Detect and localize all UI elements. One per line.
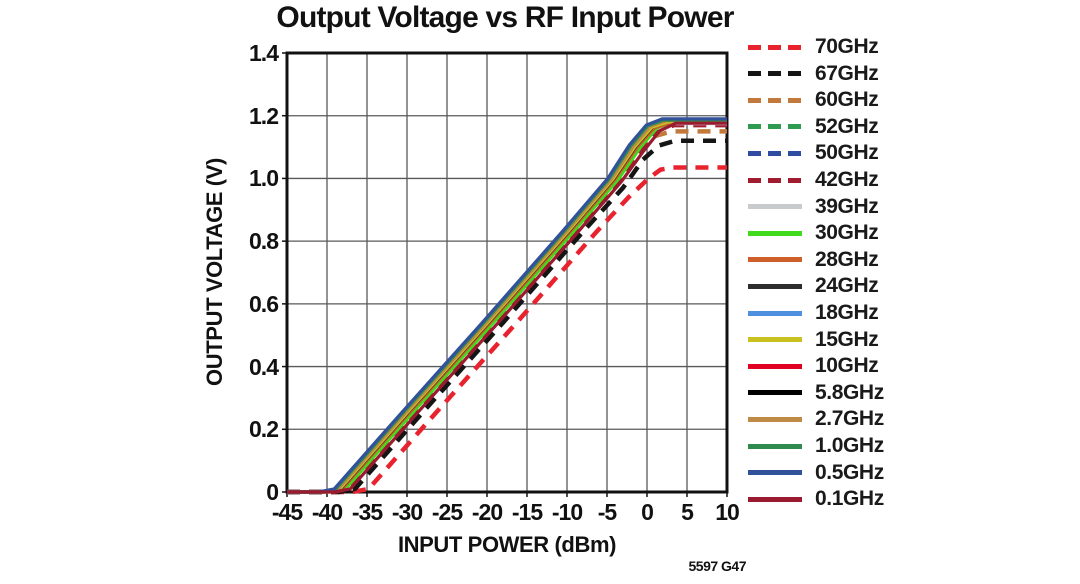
- legend-label: 67GHz: [815, 61, 879, 85]
- plot-frame: [285, 51, 729, 494]
- legend-line-sample: [748, 71, 802, 77]
- y-tick-label: 0.6: [249, 290, 279, 317]
- series-line-30GHz: [287, 120, 727, 494]
- y-tick-label: 1.2: [249, 102, 279, 129]
- x-axis-title: INPUT POWER (dBm): [397, 532, 617, 557]
- series-line-0.5GHz: [287, 117, 727, 494]
- legend-item-42GHz: 42GHz: [748, 167, 879, 193]
- x-tick-label: -10: [551, 499, 583, 525]
- legend-item-2.7GHz: 2.7GHz: [748, 406, 884, 432]
- y-tick-label: 1.4: [249, 40, 279, 66]
- legend-item-30GHz: 30GHz: [748, 220, 879, 246]
- legend-line-sample: [748, 257, 802, 263]
- legend-line-sample: [748, 337, 802, 343]
- legend-label: 60GHz: [815, 88, 879, 112]
- legend-line-sample: [748, 363, 802, 369]
- legend-line-sample: [748, 124, 802, 130]
- x-tick-label: -40: [311, 499, 343, 525]
- legend-item-24GHz: 24GHz: [748, 273, 879, 299]
- x-tick-label: -5: [597, 499, 617, 525]
- x-tick-label: 5: [681, 499, 694, 525]
- legend-line-sample: [748, 150, 802, 156]
- legend-line-sample: [748, 230, 802, 236]
- series-line-70GHz: [287, 165, 727, 495]
- legend-item-60GHz: 60GHz: [748, 87, 879, 113]
- x-tick-label: -25: [431, 499, 463, 525]
- legend-label: 28GHz: [815, 247, 879, 271]
- legend-item-52GHz: 52GHz: [748, 114, 879, 140]
- x-tick-label: 0: [641, 499, 654, 525]
- chart-legend: 70GHz 67GHz 60GHz 52GHz 50GHz 42GHz 39GHz 30GHz…: [748, 0, 1078, 584]
- legend-label: 18GHz: [815, 301, 879, 324]
- legend-item-67GHz: 67GHz: [748, 61, 879, 87]
- x-tick-label: -45: [271, 499, 303, 525]
- legend-label: 24GHz: [815, 274, 879, 298]
- legend-item-39GHz: 39GHz: [748, 194, 879, 220]
- legend-item-70GHz: 70GHz: [748, 34, 879, 60]
- y-tick-label: 0.8: [249, 228, 279, 255]
- legend-line-sample: [748, 204, 802, 210]
- legend-line-sample: [748, 97, 802, 103]
- legend-item-5.8GHz: 5.8GHz: [748, 380, 884, 406]
- legend-label: 5.8GHz: [815, 380, 884, 404]
- x-tick-label: -30: [391, 499, 423, 525]
- legend-label: 30GHz: [815, 221, 879, 245]
- y-tick-label: 0.2: [249, 416, 279, 443]
- legend-item-28GHz: 28GHz: [748, 247, 879, 273]
- x-tick-label: -20: [471, 499, 503, 525]
- series-line-67GHz: [287, 138, 727, 495]
- x-tick-label: -35: [351, 499, 383, 525]
- legend-label: 39GHz: [815, 194, 879, 218]
- series-line-0.1GHz: [287, 121, 727, 494]
- x-tick-label: -15: [511, 499, 543, 525]
- legend-label: 0.1GHz: [815, 487, 884, 511]
- y-tick-label: 0.4: [249, 353, 279, 380]
- legend-item-1.0GHz: 1.0GHz: [748, 433, 884, 459]
- legend-label: 10GHz: [815, 354, 879, 378]
- legend-item-10GHz: 10GHz: [748, 353, 879, 379]
- legend-label: 42GHz: [815, 168, 879, 191]
- legend-item-15GHz: 15GHz: [748, 327, 879, 353]
- legend-label: 50GHz: [815, 141, 879, 165]
- legend-item-0.5GHz: 0.5GHz: [748, 460, 884, 486]
- y-tick-label: 0: [266, 479, 279, 505]
- y-tick-label: 1.0: [249, 165, 279, 192]
- legend-line-sample: [748, 416, 802, 422]
- legend-label: 2.7GHz: [815, 407, 884, 431]
- legend-label: 70GHz: [815, 35, 879, 58]
- legend-label: 1.0GHz: [815, 434, 884, 457]
- legend-label: 15GHz: [815, 327, 879, 351]
- legend-line-sample: [748, 443, 802, 449]
- legend-item-50GHz: 50GHz: [748, 140, 879, 166]
- legend-line-sample: [748, 496, 802, 502]
- legend-line-sample: [748, 44, 802, 50]
- x-tick-label: 10: [715, 499, 740, 525]
- legend-item-18GHz: 18GHz: [748, 300, 879, 326]
- legend-line-sample: [748, 390, 802, 396]
- figure-number: 5597 G47: [688, 558, 747, 574]
- legend-line-sample: [748, 470, 802, 476]
- legend-line-sample: [748, 310, 802, 316]
- legend-label: 52GHz: [815, 114, 879, 138]
- legend-line-sample: [748, 283, 802, 289]
- chart-title: Output Voltage vs RF Input Power: [276, 1, 734, 34]
- legend-item-0.1GHz: 0.1GHz: [748, 486, 884, 512]
- legend-line-sample: [748, 177, 802, 183]
- legend-label: 0.5GHz: [815, 460, 884, 484]
